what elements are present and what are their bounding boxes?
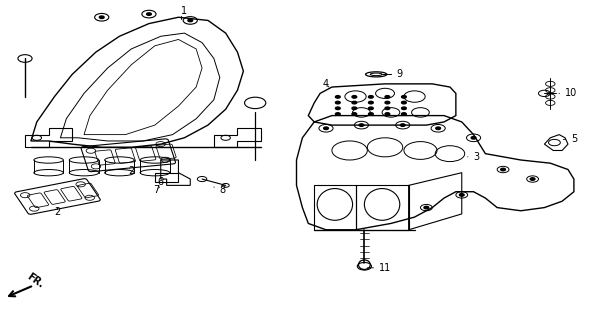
Text: 8: 8 bbox=[214, 185, 226, 195]
Text: 6: 6 bbox=[158, 177, 164, 187]
Text: 10: 10 bbox=[559, 88, 578, 98]
Circle shape bbox=[359, 124, 364, 126]
Circle shape bbox=[188, 19, 193, 22]
Text: 2: 2 bbox=[128, 166, 135, 176]
Circle shape bbox=[352, 113, 357, 115]
Circle shape bbox=[368, 107, 373, 109]
Circle shape bbox=[352, 96, 357, 98]
Circle shape bbox=[352, 107, 357, 109]
Text: 11: 11 bbox=[367, 263, 391, 273]
Text: 2: 2 bbox=[55, 207, 60, 217]
Circle shape bbox=[336, 107, 340, 109]
Text: 3: 3 bbox=[468, 152, 480, 162]
Circle shape bbox=[471, 137, 476, 139]
Circle shape bbox=[385, 96, 390, 98]
Circle shape bbox=[401, 107, 406, 109]
Circle shape bbox=[400, 124, 405, 126]
Circle shape bbox=[336, 96, 340, 98]
Circle shape bbox=[336, 113, 340, 115]
Text: 7: 7 bbox=[154, 185, 160, 195]
Circle shape bbox=[385, 101, 390, 104]
Text: 1: 1 bbox=[181, 6, 187, 16]
Circle shape bbox=[385, 113, 390, 115]
Circle shape bbox=[500, 168, 505, 171]
Circle shape bbox=[401, 96, 406, 98]
Circle shape bbox=[460, 194, 464, 196]
Circle shape bbox=[324, 127, 329, 130]
Circle shape bbox=[352, 101, 357, 104]
Text: 5: 5 bbox=[563, 134, 577, 144]
Circle shape bbox=[146, 13, 151, 15]
Text: FR.: FR. bbox=[25, 272, 46, 290]
Circle shape bbox=[368, 113, 373, 115]
Circle shape bbox=[368, 96, 373, 98]
Text: 9: 9 bbox=[391, 69, 403, 79]
Circle shape bbox=[368, 101, 373, 104]
Circle shape bbox=[401, 101, 406, 104]
Circle shape bbox=[530, 178, 535, 180]
Circle shape bbox=[336, 101, 340, 104]
Text: 4: 4 bbox=[323, 79, 329, 89]
Circle shape bbox=[401, 113, 406, 115]
Circle shape bbox=[100, 16, 104, 19]
Circle shape bbox=[385, 107, 390, 109]
Circle shape bbox=[424, 206, 429, 209]
Circle shape bbox=[436, 127, 441, 130]
